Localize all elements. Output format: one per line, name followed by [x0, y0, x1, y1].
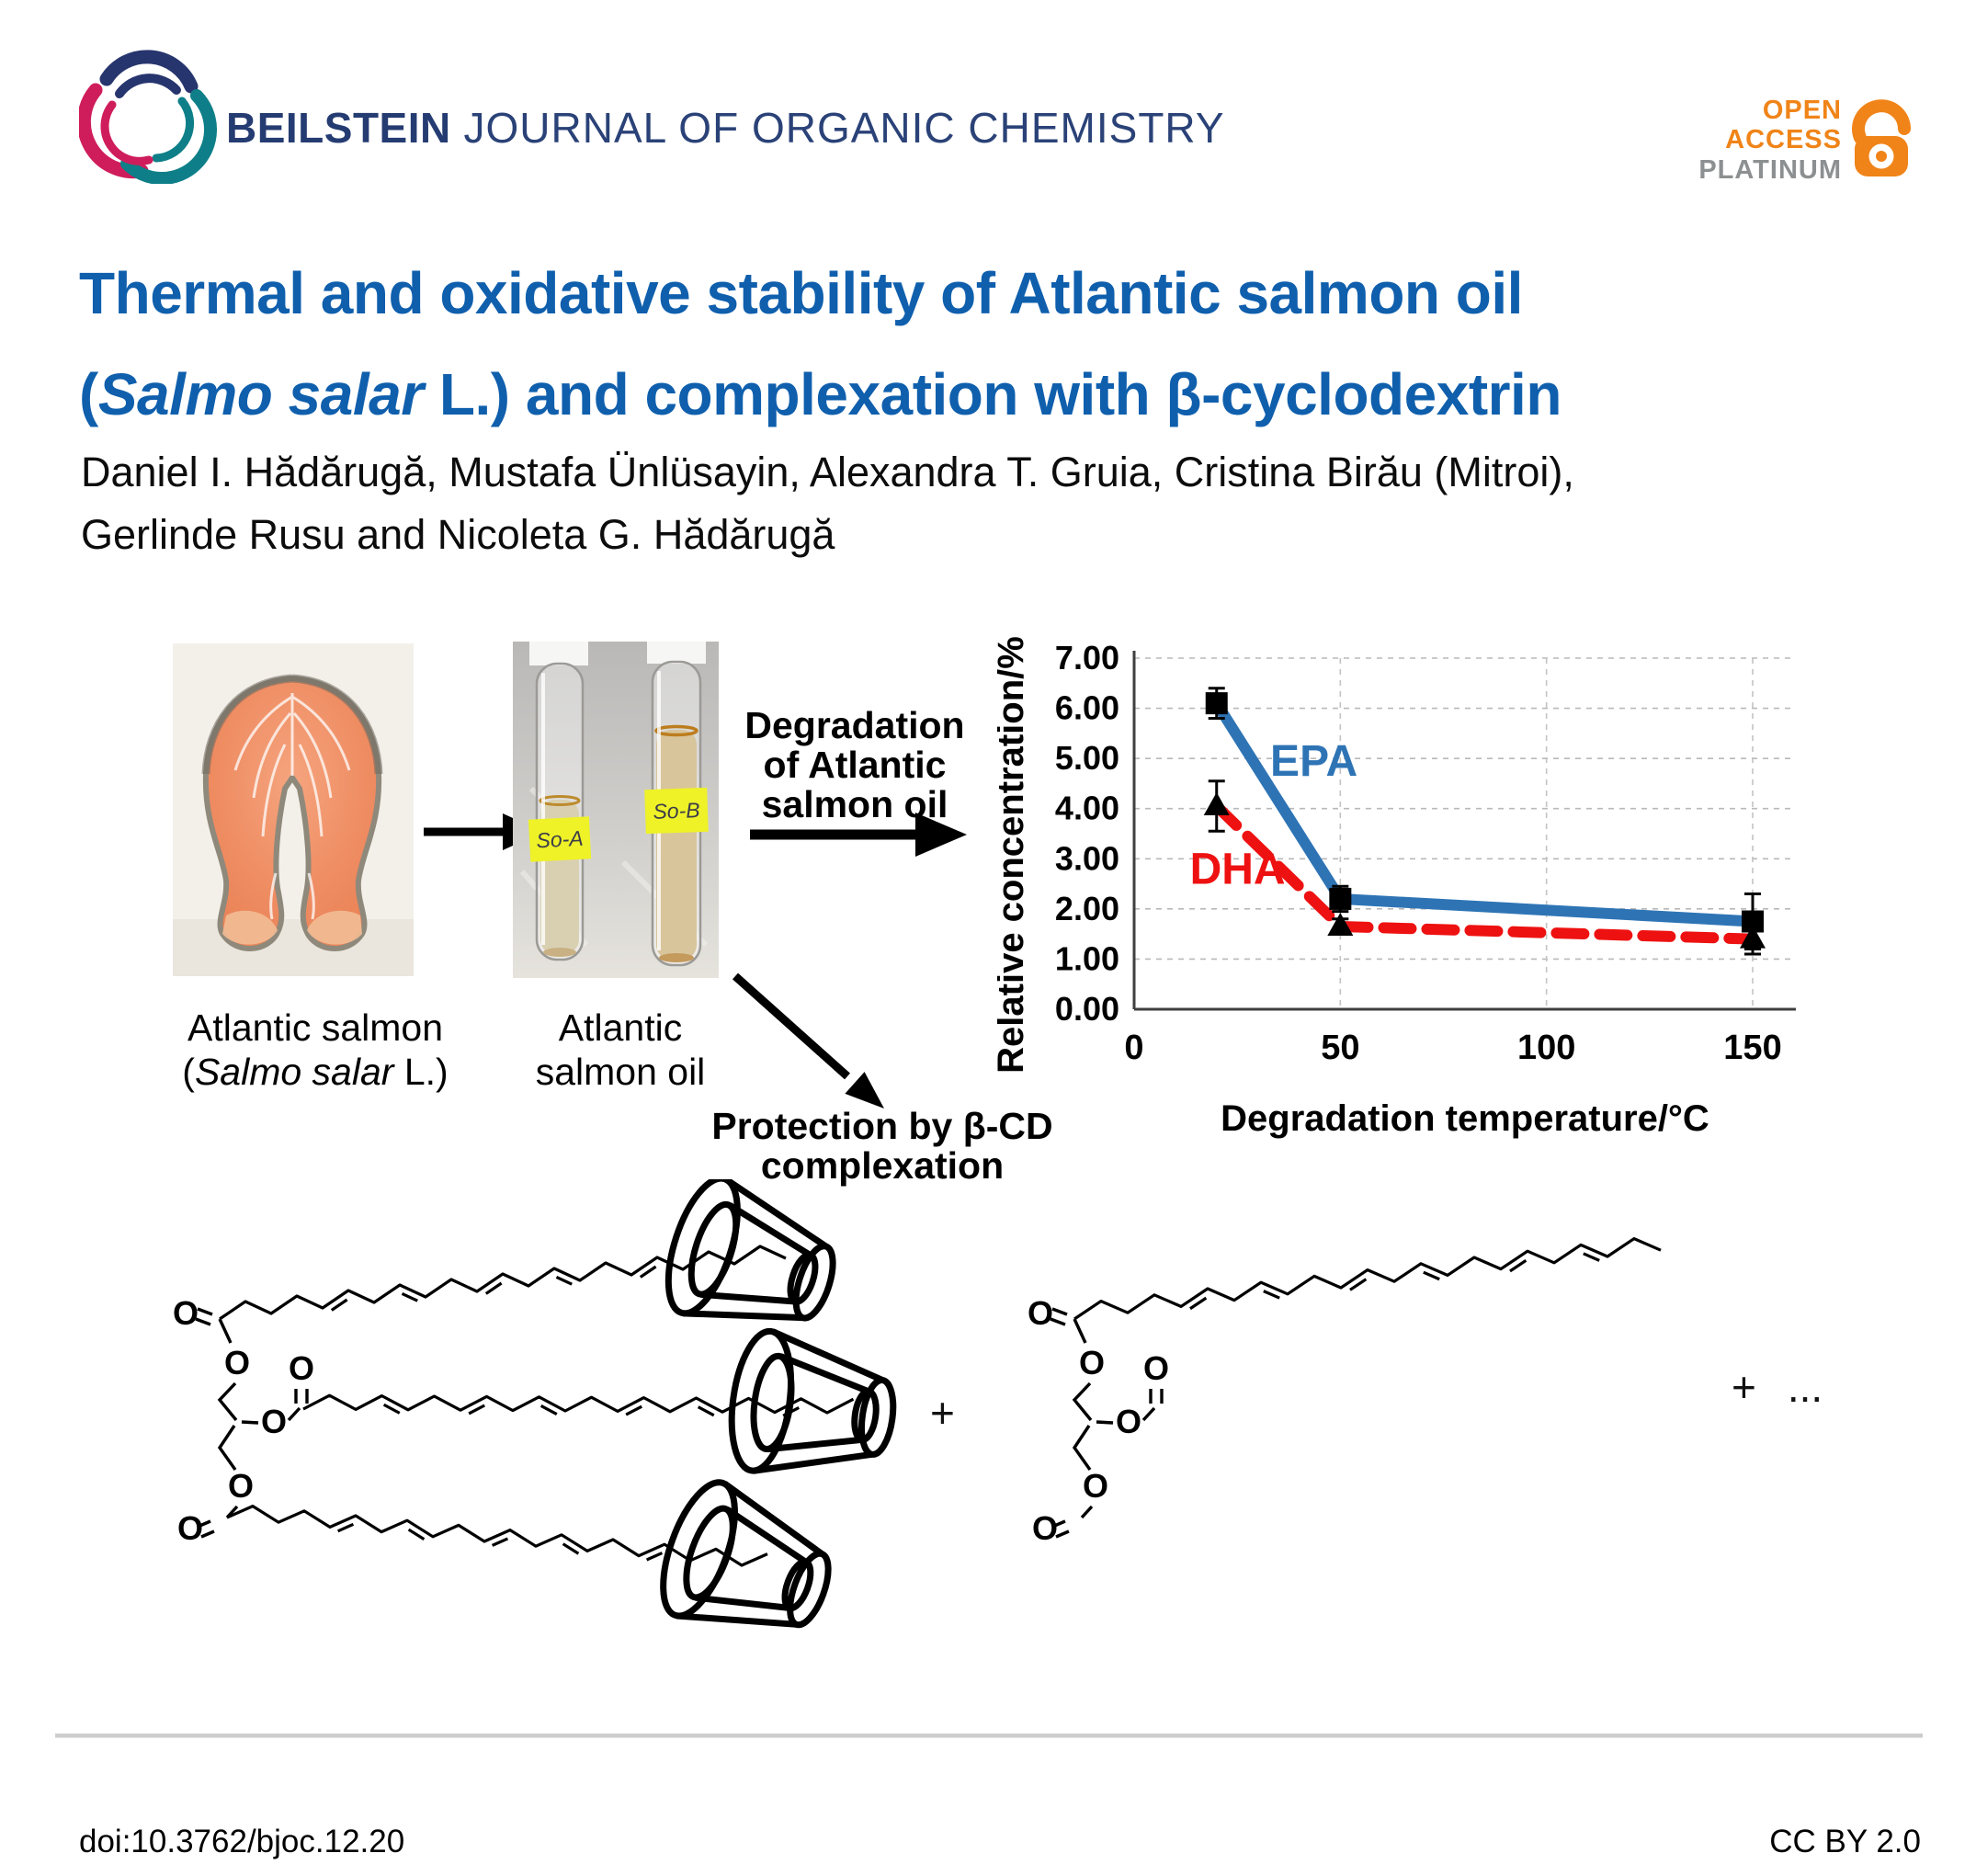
svg-text:O: O [173, 1294, 199, 1332]
arrow-protection-icon [732, 972, 884, 1109]
beta-cd-cone-icon [781, 921, 956, 1077]
svg-text:3.00: 3.00 [1055, 839, 1119, 877]
journal-name-bold: BEILSTEIN [226, 104, 451, 152]
authors-line2: Gerlinde Rusu and Nicoleta G. Hădărugă [81, 511, 835, 558]
oil-vials-photo: So-A So-B [513, 642, 719, 978]
vial-b-label: So-B [653, 798, 700, 824]
plus-ellipsis: +... [1732, 1363, 1823, 1411]
svg-text:EPA: EPA [1270, 737, 1357, 786]
svg-text:O: O [228, 1467, 254, 1505]
svg-text:O: O [1143, 1349, 1169, 1387]
svg-text:7.00: 7.00 [1055, 639, 1119, 676]
paper-title-line2: (Salmo salar L.) and complexation with β… [79, 361, 1561, 427]
license-text: CC BY 2.0 [1769, 1824, 1921, 1859]
species-italic: Salmo salar [97, 361, 424, 427]
journal-name-rest: JOURNAL OF ORGANIC CHEMISTRY [450, 104, 1225, 152]
svg-text:O: O [289, 1349, 314, 1387]
salmon-caption: Atlantic salmon (Salmo salar L.) [182, 1006, 449, 1094]
svg-text:O: O [1032, 1509, 1058, 1547]
svg-text:Relative concentration/%: Relative concentration/% [997, 636, 1031, 1074]
journal-name: BEILSTEIN JOURNAL OF ORGANIC CHEMISTRY [226, 103, 1225, 153]
svg-text:O: O [224, 1344, 250, 1381]
doi-text: doi:10.3762/bjoc.12.20 [79, 1824, 405, 1859]
protection-label: Protection by β-CD complexation [711, 1105, 1053, 1188]
svg-text:O: O [261, 1403, 287, 1440]
svg-text:0: 0 [1124, 1029, 1143, 1067]
vial-a: So-A [528, 642, 592, 961]
arrow-degradation-icon [750, 813, 967, 857]
svg-text:DHA: DHA [1190, 846, 1286, 894]
oil-caption: Atlantic salmon oil [535, 1006, 706, 1094]
svg-text:0.00: 0.00 [1055, 990, 1119, 1028]
svg-text:150: 150 [1723, 1029, 1781, 1067]
svg-text:O: O [1079, 1344, 1105, 1381]
paper-title-line1: Thermal and oxidative stability of Atlan… [79, 260, 1523, 326]
svg-text:O: O [1028, 1294, 1053, 1332]
open-lock-icon [1852, 99, 1911, 176]
svg-text:6.00: 6.00 [1055, 689, 1119, 727]
salmon-photo [173, 643, 414, 976]
svg-text:2.00: 2.00 [1055, 890, 1119, 927]
degradation-chart: 0.00 1.00 2.00 3.00 4.00 5.00 6.00 7.00 0 50 100 15… [997, 636, 1796, 1139]
svg-text:1.00: 1.00 [1055, 939, 1119, 977]
footer-divider [55, 1734, 1923, 1738]
svg-text:Degradation temperature/°C: Degradation temperature/°C [1221, 1098, 1709, 1139]
authors-line1: Daniel I. Hădărugă, Mustafa Ünlüsayin, A… [81, 449, 1574, 495]
badge-open: OPEN [1762, 96, 1842, 125]
plus-sign: + [930, 1389, 955, 1437]
svg-text:100: 100 [1517, 1029, 1575, 1067]
svg-text:4.00: 4.00 [1055, 790, 1119, 827]
vial-b: So-B [644, 642, 709, 967]
svg-text:5.00: 5.00 [1055, 739, 1119, 777]
svg-text:50: 50 [1321, 1029, 1359, 1067]
beilstein-logo [79, 50, 218, 184]
svg-text:O: O [1116, 1403, 1141, 1440]
svg-text:O: O [1083, 1467, 1108, 1505]
badge-platinum: PLATINUM [1698, 154, 1842, 185]
vial-a-label: So-A [536, 826, 584, 853]
svg-text:O: O [177, 1509, 203, 1547]
open-access-badge: OPEN ACCESS PLATINUM [1698, 96, 1842, 185]
badge-access: ACCESS [1725, 125, 1842, 155]
